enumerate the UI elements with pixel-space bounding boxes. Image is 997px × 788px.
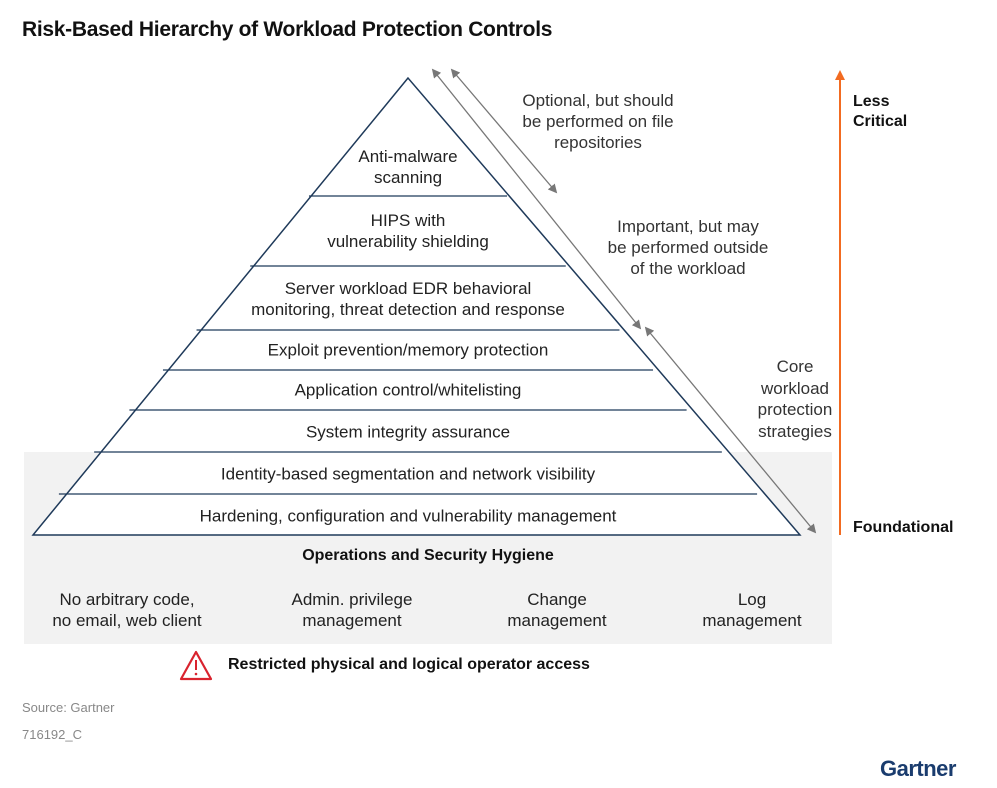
label-line: Less — [853, 93, 890, 110]
warning-triangle-icon — [179, 650, 213, 681]
layer-label: monitoring, threat detection and respons… — [251, 300, 565, 319]
item-line: no email, web client — [52, 611, 202, 630]
figure-id: 716192_C — [22, 727, 82, 742]
note-line: workload — [760, 378, 830, 398]
hygiene-item: No arbitrary code, no email, web client — [17, 589, 237, 631]
layer-hips: HIPS with vulnerability shielding — [108, 210, 708, 252]
important-range-arrow — [431, 68, 642, 330]
source-label: Source: Gartner — [22, 700, 115, 715]
hygiene-item: Change management — [447, 589, 667, 631]
hygiene-item: Admin. privilege management — [242, 589, 462, 631]
hygiene-item: Log management — [642, 589, 862, 631]
item-line: Admin. privilege — [291, 590, 413, 609]
item-line: management — [507, 611, 607, 630]
note-line: of the workload — [630, 259, 746, 278]
important-note: Important, but may be performed outside … — [578, 216, 798, 279]
note-line: Optional, but should — [522, 91, 674, 110]
item-line: management — [302, 611, 402, 630]
optional-note: Optional, but should be performed on fil… — [488, 90, 708, 153]
layer-label: scanning — [373, 168, 443, 187]
foundational-label: Foundational — [853, 519, 954, 536]
item-line: No arbitrary code, — [59, 590, 195, 609]
item-line: management — [702, 611, 802, 630]
layer-segmentation: Identity-based segmentation and network … — [220, 464, 596, 484]
layer-exploit-prevention: Exploit prevention/memory protection — [267, 340, 549, 360]
note-line: repositories — [554, 133, 642, 152]
core-note: Core workload protection strategies — [740, 356, 850, 442]
layer-edr: Server workload EDR behavioral monitoring… — [108, 278, 708, 320]
warning-text: Restricted physical and logical operator… — [228, 656, 590, 673]
hygiene-heading: Operations and Security Hygiene — [302, 547, 554, 564]
note-line: Important, but may — [617, 217, 759, 236]
note-line: be performed on file — [522, 112, 674, 131]
item-line: Log — [737, 590, 767, 609]
less-critical-label: Less Critical — [853, 92, 907, 132]
gartner-logo: Gartner — [880, 756, 956, 781]
layer-application-control: Application control/whitelisting — [294, 380, 522, 400]
layer-label: Anti-malware — [358, 147, 458, 166]
note-line: Core — [776, 357, 814, 376]
layer-hardening: Hardening, configuration and vulnerabili… — [199, 506, 617, 526]
core-range-arrow — [644, 326, 817, 534]
diagram-title: Risk-Based Hierarchy of Workload Protect… — [22, 18, 553, 41]
note-line: protection — [757, 400, 833, 419]
note-line: strategies — [758, 421, 832, 441]
label-line: Critical — [853, 113, 908, 130]
layer-label: vulnerability shielding — [327, 232, 489, 251]
layer-anti-malware: Anti-malware scanning — [108, 146, 708, 188]
layer-label: HIPS with — [370, 211, 446, 230]
item-line: Change — [527, 590, 587, 609]
note-line: be performed outside — [607, 238, 769, 257]
layer-label: Server workload EDR behavioral — [284, 279, 532, 298]
layer-system-integrity: System integrity assurance — [305, 422, 511, 442]
